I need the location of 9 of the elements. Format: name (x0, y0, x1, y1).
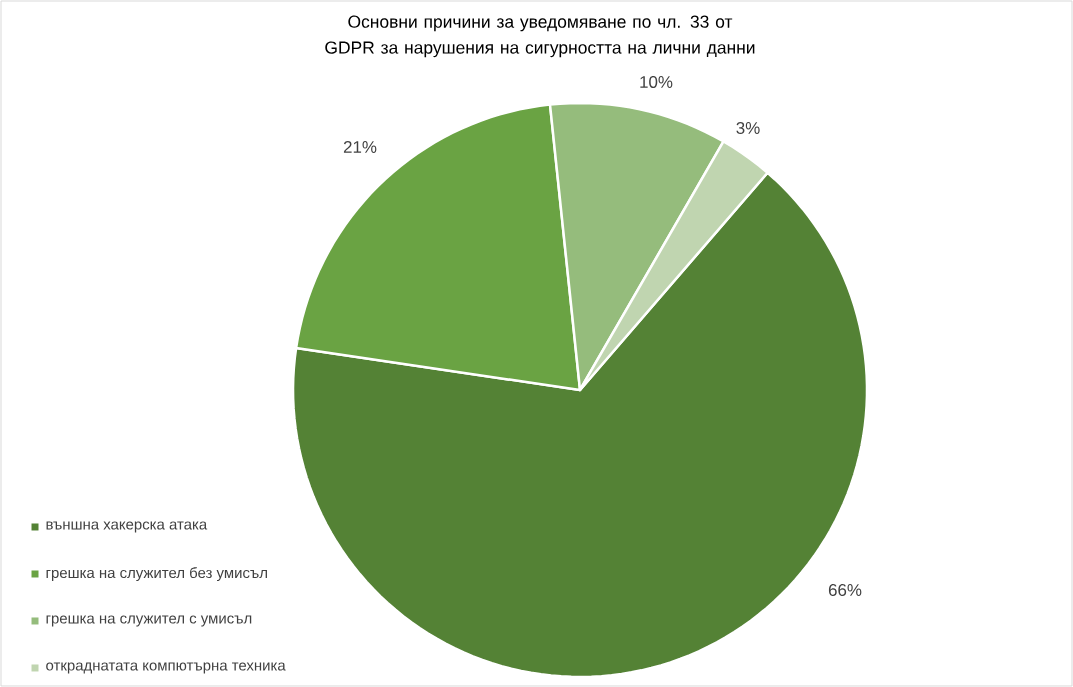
data-label: 3% (736, 121, 760, 134)
chart-title: Основни причини за уведомяване по чл. 33 от GDPR за нарушения на сигурността на лични данни (325, 15, 755, 58)
legend-label: откраднатата компютърна техника (46, 662, 286, 674)
data-label: 10% (640, 75, 673, 88)
data-label: 21% (343, 141, 377, 153)
data-label: 66% (828, 583, 862, 596)
legend-label: външна хакерска атака (46, 521, 208, 533)
legend-label: грешка на служител с умисъл (46, 615, 252, 627)
legend-label: грешка на служител без умисъл (46, 566, 267, 582)
